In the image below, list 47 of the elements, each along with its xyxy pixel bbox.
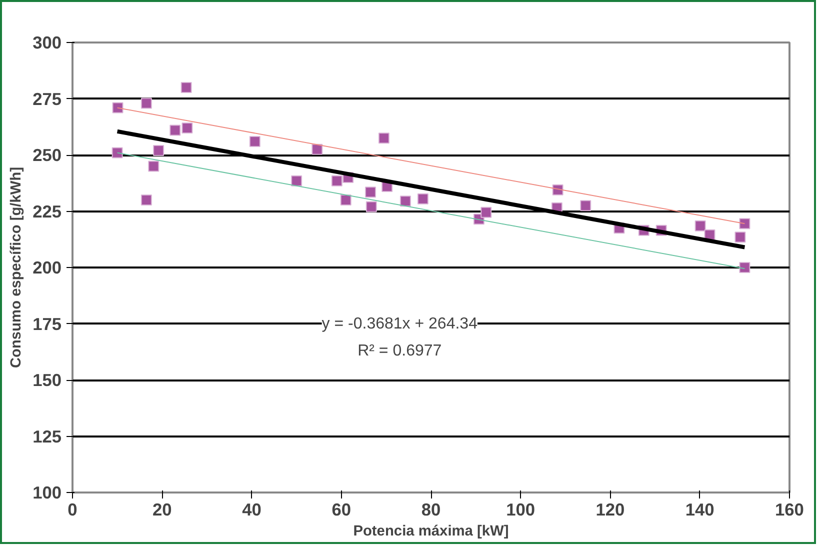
y-tick-label: 275 (32, 88, 62, 109)
point (112, 147, 123, 158)
point (739, 262, 750, 273)
x-tick-label: 0 (68, 500, 78, 520)
y-tick-label: 125 (32, 426, 62, 446)
y-tick-label: 300 (32, 32, 62, 52)
y-tick-label: 175 (32, 314, 62, 334)
point (182, 122, 193, 134)
point (170, 124, 181, 136)
point (580, 200, 592, 212)
x-tick-label: 120 (596, 500, 625, 520)
x-tick-label: 60 (332, 500, 352, 520)
point (366, 201, 377, 212)
point (291, 175, 302, 186)
point (734, 232, 746, 243)
point (417, 193, 428, 204)
y-tick-label: 100 (32, 482, 62, 502)
point (694, 220, 706, 232)
x-tick-label: 80 (421, 500, 441, 520)
point (180, 82, 192, 93)
x-tick-label: 160 (775, 500, 804, 520)
x-tick-label: 100 (506, 500, 536, 520)
annotation: R² = 0.6977 (358, 342, 442, 360)
point (400, 196, 411, 207)
point (340, 194, 352, 206)
y-axis-title: Consumo específico [g/kWh] (8, 166, 25, 368)
x-tick-label: 40 (242, 500, 262, 520)
point (378, 132, 390, 144)
point (249, 136, 260, 147)
point (112, 102, 124, 114)
point (153, 145, 164, 156)
x-axis-title: Potencia máxima [kW] (353, 524, 509, 540)
point (331, 175, 342, 186)
y-tick-label: 225 (32, 201, 62, 222)
x-tick-label: 20 (152, 500, 172, 520)
point (480, 206, 492, 218)
y-tick-label: 150 (32, 370, 62, 390)
point (148, 160, 160, 172)
point (365, 186, 376, 198)
x-tick-label: 140 (685, 500, 714, 520)
point (739, 218, 750, 230)
y-tick-label: 200 (32, 258, 62, 278)
point (140, 98, 152, 109)
point (140, 194, 152, 206)
y-tick-label: 250 (32, 145, 62, 165)
annotation: y = -0.3681x + 264.34 (322, 315, 478, 332)
point (312, 144, 323, 155)
